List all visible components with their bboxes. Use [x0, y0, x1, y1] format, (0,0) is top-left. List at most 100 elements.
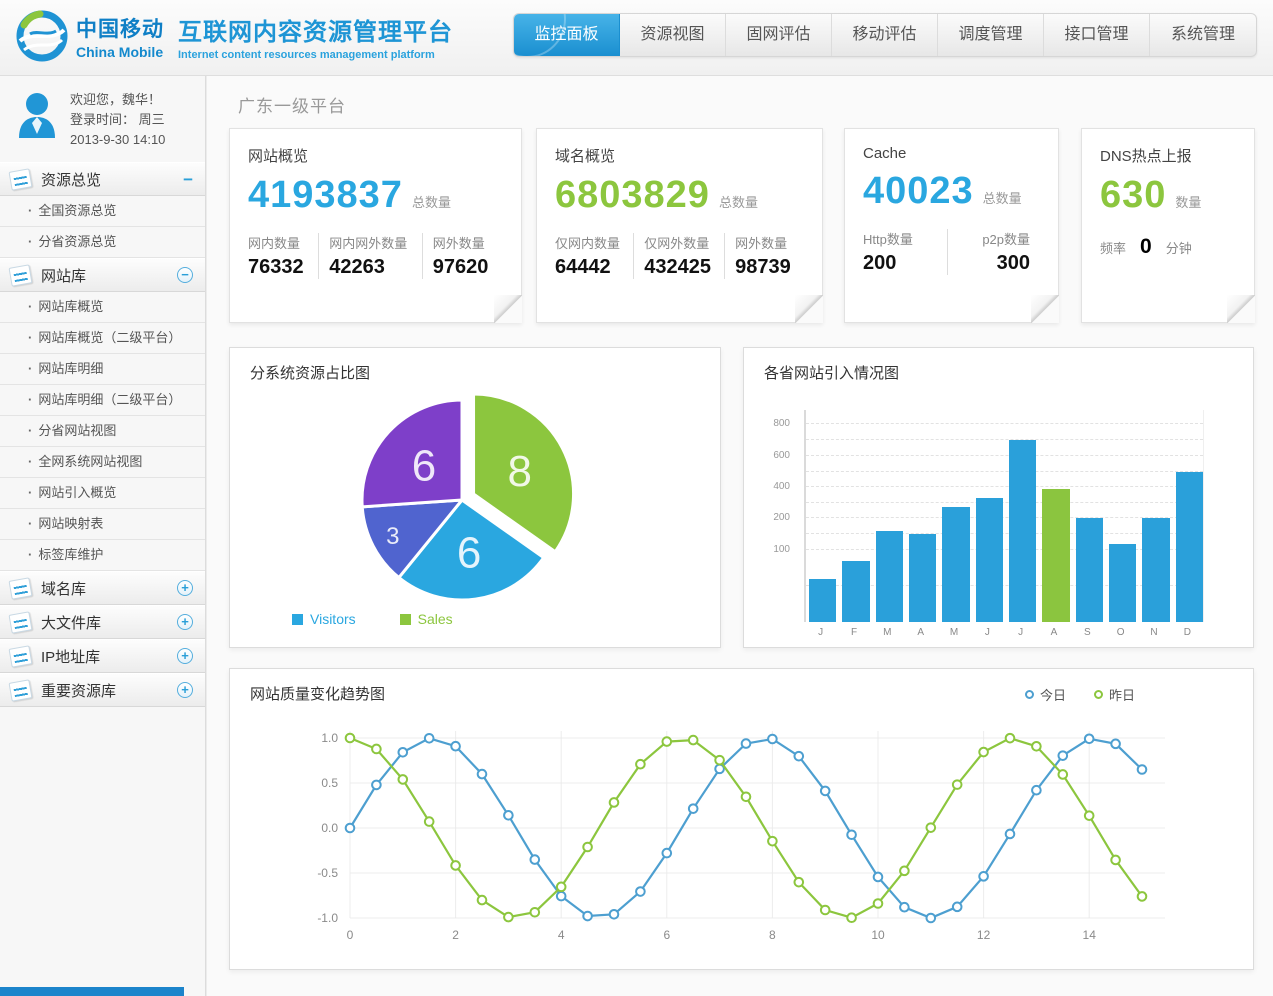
bar-M-4[interactable] [942, 507, 970, 622]
pie-slice-1[interactable] [397, 498, 546, 602]
sidebar-item-4[interactable]: 网站库概览 [0, 292, 205, 323]
bar-D-11[interactable] [1175, 471, 1203, 622]
stat-sub-label: 网内网外数量 [329, 236, 408, 251]
pie-slice-2[interactable] [360, 498, 464, 580]
data-point [899, 901, 910, 913]
data-point [1136, 891, 1148, 902]
data-point [555, 890, 567, 902]
bar-y-axis: 800 600 400 200 100 [754, 410, 800, 622]
line-x-tick: 0 [347, 928, 354, 942]
data-point [899, 865, 910, 877]
line-legend-item-0[interactable]: 今日 [1024, 685, 1066, 704]
expand-icon[interactable]: + [177, 648, 193, 664]
bar-x-tick: N [1150, 627, 1158, 638]
sidebar-item-11[interactable]: 网站映射表 [0, 509, 205, 540]
stat-sub-value: 200 [863, 252, 897, 274]
sidebar-group-16[interactable]: 重要资源库 + [0, 673, 205, 707]
sidebar-item-6[interactable]: 网站库明细 [0, 354, 205, 385]
sidebar-item-7[interactable]: 网站库明细（二级平台） [0, 385, 205, 416]
sidebar-item-1[interactable]: 全国资源总览 [0, 196, 205, 227]
nav-tab-4[interactable]: 调度管理 [938, 14, 1044, 56]
bar-S-8[interactable] [1075, 518, 1103, 622]
nav-tab-0[interactable]: 监控面板 [514, 14, 620, 56]
data-point [740, 791, 752, 803]
bar-x-tick: F [850, 627, 858, 638]
sidebar-item-10[interactable]: 网站引入概览 [0, 478, 205, 509]
nav-tab-3[interactable]: 移动评估 [832, 14, 938, 56]
bar-O-9[interactable] [1109, 543, 1137, 622]
legend-label: 昨日 [1108, 688, 1135, 703]
data-point [661, 847, 673, 859]
pie-legend-item-1[interactable]: Sales [399, 611, 453, 627]
collapse-icon[interactable]: − [183, 169, 193, 189]
data-point [687, 803, 699, 814]
bar-x-tick: J [984, 627, 990, 638]
bar-F-1[interactable] [842, 560, 870, 622]
scroll-icon [8, 576, 33, 600]
line-y-tick: -1.0 [317, 911, 338, 925]
bar-y-tick: 100 [773, 544, 790, 555]
collapse-icon[interactable]: − [177, 267, 193, 283]
stat-sub-label: 网内数量 [248, 236, 301, 251]
user-login-datetime: 2013-9-30 14:10 [70, 132, 166, 147]
bar-y-tick: 800 [773, 418, 790, 429]
stat-sub-value: 76332 [248, 256, 304, 278]
bar-N-10[interactable] [1142, 518, 1170, 622]
stat-sub-label: 仅网外数量 [644, 236, 710, 251]
bar-gridline [806, 517, 1203, 518]
data-point [344, 822, 356, 834]
bar-J-5[interactable] [975, 497, 1003, 622]
nav-tab-5[interactable]: 接口管理 [1044, 14, 1150, 56]
pie-slice-3[interactable] [360, 398, 464, 509]
bar-J-6[interactable] [1009, 440, 1037, 622]
bar-M-2[interactable] [875, 530, 903, 622]
expand-icon[interactable]: + [177, 580, 193, 596]
bar-J-0[interactable] [809, 578, 837, 622]
nav-tab-2[interactable]: 固网评估 [726, 14, 832, 56]
sidebar-group-3[interactable]: 网站库 − [0, 258, 205, 292]
sidebar-group-13[interactable]: 域名库 + [0, 571, 205, 605]
bar-x-tick: O [1116, 627, 1125, 638]
sidebar-item-9[interactable]: 全网系统网站视图 [0, 447, 205, 478]
nav-tab-1[interactable]: 资源视图 [620, 14, 726, 56]
expand-icon[interactable]: + [177, 682, 193, 698]
user-avatar-icon [19, 93, 55, 138]
stat-subs: 网内数量 76332 网内网外数量 42263 网外数量 97620 [248, 233, 503, 279]
data-point [978, 746, 989, 758]
bar-y-tick: 400 [773, 481, 790, 492]
expand-icon[interactable]: + [177, 614, 193, 630]
sidebar-item-12[interactable]: 标签库维护 [0, 540, 205, 571]
data-point [476, 894, 488, 906]
data-point [1083, 733, 1095, 745]
data-point [503, 810, 514, 821]
line-panel-title: 网站质量变化趋势图 [250, 686, 386, 703]
data-point [1031, 740, 1042, 752]
sidebar-group-15[interactable]: IP地址库 + [0, 639, 205, 673]
pie-slice-0[interactable] [472, 392, 575, 554]
data-point [1004, 828, 1016, 840]
page-fold-corner [795, 295, 823, 323]
data-point [767, 835, 778, 847]
data-point [1057, 769, 1069, 780]
sidebar-item-2[interactable]: 分省资源总览 [0, 227, 205, 258]
legend-ring [1093, 690, 1103, 699]
stat-big-row: 6803829 总数量 [555, 174, 804, 217]
pie-legend: Visitors Sales [292, 611, 453, 627]
sidebar-group-14[interactable]: 大文件库 + [0, 605, 205, 639]
sidebar-item-8[interactable]: 分省网站视图 [0, 416, 205, 447]
stat-sub: 仅网外数量 432425 [633, 233, 724, 279]
nav-tab-6[interactable]: 系统管理 [1170, 26, 1235, 43]
data-point [371, 779, 382, 791]
bar-panel: 各省网站引入情况图 800 600 400 200 100 J F M A M J J A S O N D [743, 347, 1254, 648]
bar-A-3[interactable] [909, 534, 937, 622]
bar-A-7[interactable] [1042, 489, 1070, 622]
sidebar-item-5[interactable]: 网站库概览（二级平台） [0, 323, 205, 354]
sidebar-group-0[interactable]: 资源总览 − [0, 162, 205, 196]
line-legend-item-1[interactable]: 昨日 [1093, 685, 1135, 704]
bar-gridline [806, 585, 1203, 586]
stat-big-row: 630 数量 [1100, 174, 1236, 217]
sidebar-group-label: 域名库 [41, 580, 87, 598]
pie-legend-item-0[interactable]: Visitors [292, 611, 356, 627]
stat-sub-label: 网外数量 [432, 236, 485, 251]
